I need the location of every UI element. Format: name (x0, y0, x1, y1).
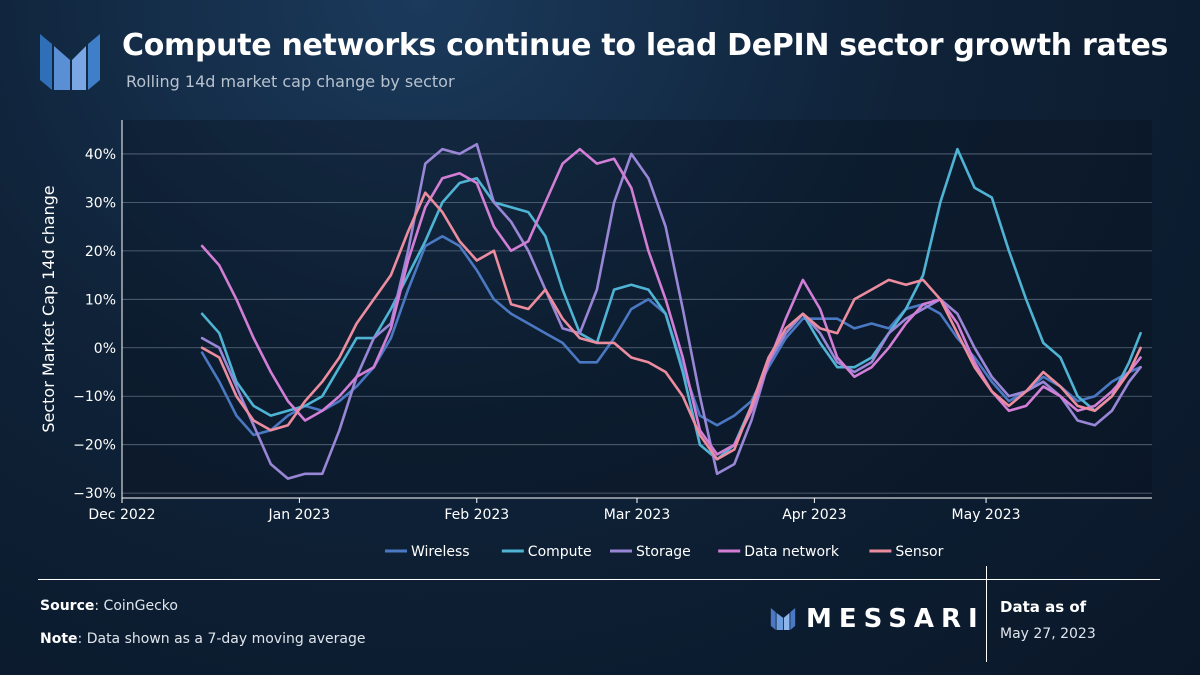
source-line: Source: CoinGecko (40, 598, 178, 614)
legend-label: Data network (744, 544, 840, 560)
source-label: Source (40, 598, 94, 614)
y-tick-label: 30% (85, 195, 116, 211)
y-tick-label: 0% (94, 341, 116, 357)
messari-mark-icon (770, 608, 796, 630)
note-label: Note (40, 631, 78, 647)
x-tick-label: Feb 2023 (444, 507, 509, 523)
x-tick-label: Apr 2023 (782, 507, 846, 523)
y-tick-label: −20% (73, 438, 116, 454)
y-tick-label: −10% (73, 389, 116, 405)
y-tick-label: 20% (85, 244, 116, 260)
legend-label: Sensor (895, 544, 943, 560)
data-as-of-date: May 27, 2023 (1000, 626, 1096, 642)
footer-divider (38, 579, 1160, 580)
footer-vertical-divider (986, 566, 987, 662)
legend-label: Storage (636, 544, 691, 560)
y-axis-label: Sector Market Cap 14d change (39, 185, 58, 432)
plot-area (122, 120, 1152, 498)
x-tick-label: Jan 2023 (268, 507, 331, 523)
brand-wordmark: MESSARI (806, 604, 985, 634)
legend-label: Wireless (411, 544, 470, 560)
brand: MESSARI (770, 604, 985, 634)
y-tick-label: 10% (85, 292, 116, 308)
x-tick-label: Mar 2023 (604, 507, 671, 523)
x-tick-label: Dec 2022 (88, 507, 155, 523)
note-line: Note: Data shown as a 7-day moving avera… (40, 631, 366, 647)
y-tick-label: −30% (73, 486, 116, 502)
note-value: Data shown as a 7-day moving average (87, 631, 366, 647)
data-as-of-label: Data as of (1000, 598, 1086, 616)
x-tick-label: May 2023 (952, 507, 1021, 523)
legend-label: Compute (528, 544, 592, 560)
y-tick-label: 40% (85, 147, 116, 163)
source-value: CoinGecko (104, 598, 178, 614)
